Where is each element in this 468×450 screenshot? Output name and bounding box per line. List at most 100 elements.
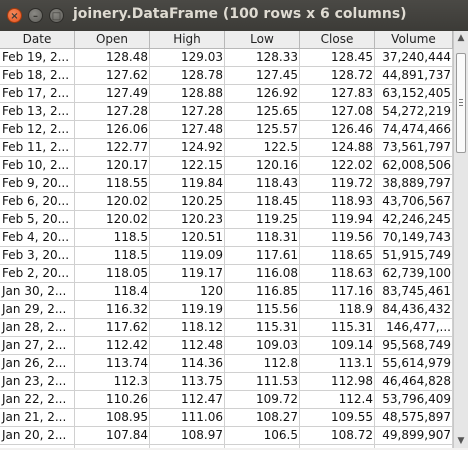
cell-open[interactable]: 127.62 bbox=[75, 67, 150, 84]
cell-high[interactable]: 128.78 bbox=[150, 67, 225, 84]
column-header-low[interactable]: Low bbox=[225, 31, 300, 48]
table-row[interactable]: Feb 17, 2... 127.49 128.88 126.92 127.83 63,1… bbox=[0, 85, 453, 103]
cell-volume[interactable]: 84,436,432 bbox=[375, 301, 453, 318]
cell-high[interactable]: 107.58 bbox=[150, 445, 225, 448]
column-header-close[interactable]: Close bbox=[300, 31, 375, 48]
table-row[interactable]: Feb 18, 2... 127.62 128.78 127.45 128.72 44,8… bbox=[0, 67, 453, 85]
cell-close[interactable]: 128.45 bbox=[300, 49, 375, 66]
cell-date[interactable]: Feb 19, 2... bbox=[0, 49, 75, 66]
cell-open[interactable]: 120.02 bbox=[75, 193, 150, 210]
cell-date[interactable]: Feb 4, 20... bbox=[0, 229, 75, 246]
cell-date[interactable]: Jan 26, 2... bbox=[0, 355, 75, 372]
cell-close[interactable]: 127.83 bbox=[300, 85, 375, 102]
cell-date[interactable]: Jan 16, 2... bbox=[0, 445, 75, 448]
cell-close[interactable]: 119.72 bbox=[300, 175, 375, 192]
cell-low[interactable]: 118.31 bbox=[225, 229, 300, 246]
table-row[interactable]: Feb 5, 20... 120.02 120.23 119.25 119.94 42,2… bbox=[0, 211, 453, 229]
data-table[interactable]: Date Open High Low Close Volume Feb 19, … bbox=[0, 31, 453, 448]
cell-volume[interactable]: 146,477,... bbox=[375, 319, 453, 336]
cell-volume[interactable]: 48,575,897 bbox=[375, 409, 453, 426]
cell-volume[interactable]: 43,706,567 bbox=[375, 193, 453, 210]
cell-date[interactable]: Jan 23, 2... bbox=[0, 373, 75, 390]
cell-date[interactable]: Feb 10, 2... bbox=[0, 157, 75, 174]
table-row[interactable]: Feb 13, 2... 127.28 127.28 125.65 127.08 54,2… bbox=[0, 103, 453, 121]
cell-open[interactable]: 117.62 bbox=[75, 319, 150, 336]
cell-volume[interactable]: 73,561,797 bbox=[375, 139, 453, 156]
cell-low[interactable]: 126.92 bbox=[225, 85, 300, 102]
cell-open[interactable]: 118.4 bbox=[75, 283, 150, 300]
cell-low[interactable]: 115.31 bbox=[225, 319, 300, 336]
cell-volume[interactable]: 63,152,405 bbox=[375, 85, 453, 102]
cell-high[interactable]: 120.23 bbox=[150, 211, 225, 228]
cell-date[interactable]: Jan 27, 2... bbox=[0, 337, 75, 354]
cell-low[interactable]: 106.5 bbox=[225, 427, 300, 444]
cell-high[interactable]: 112.48 bbox=[150, 337, 225, 354]
cell-date[interactable]: Jan 30, 2... bbox=[0, 283, 75, 300]
cell-close[interactable]: 118.63 bbox=[300, 265, 375, 282]
cell-volume[interactable]: 37,240,444 bbox=[375, 49, 453, 66]
cell-high[interactable]: 118.12 bbox=[150, 319, 225, 336]
cell-open[interactable]: 108.95 bbox=[75, 409, 150, 426]
table-row[interactable]: Feb 11, 2... 122.77 124.92 122.5 124.88 73,56… bbox=[0, 139, 453, 157]
cell-open[interactable]: 120.02 bbox=[75, 211, 150, 228]
cell-close[interactable]: 112.98 bbox=[300, 373, 375, 390]
table-row[interactable]: Jan 21, 2... 108.95 111.06 108.27 109.55 48,5… bbox=[0, 409, 453, 427]
cell-volume[interactable]: 46,464,828 bbox=[375, 373, 453, 390]
cell-low[interactable]: 125.57 bbox=[225, 121, 300, 138]
cell-date[interactable]: Feb 12, 2... bbox=[0, 121, 75, 138]
cell-high[interactable]: 113.75 bbox=[150, 373, 225, 390]
cell-close[interactable]: 118.9 bbox=[300, 301, 375, 318]
cell-open[interactable]: 128.48 bbox=[75, 49, 150, 66]
cell-high[interactable]: 124.92 bbox=[150, 139, 225, 156]
cell-close[interactable]: 108.72 bbox=[300, 427, 375, 444]
scrollbar-thumb[interactable] bbox=[456, 53, 466, 153]
cell-date[interactable]: Feb 2, 20... bbox=[0, 265, 75, 282]
table-row[interactable]: Feb 9, 20... 118.55 119.84 118.43 119.72 38,8… bbox=[0, 175, 453, 193]
cell-date[interactable]: Jan 20, 2... bbox=[0, 427, 75, 444]
minimize-icon[interactable]: – bbox=[28, 8, 43, 23]
cell-open[interactable]: 127.49 bbox=[75, 85, 150, 102]
cell-open[interactable]: 118.5 bbox=[75, 229, 150, 246]
cell-volume[interactable]: 74,474,466 bbox=[375, 121, 453, 138]
table-row[interactable]: Feb 10, 2... 120.17 122.15 120.16 122.02 62,0… bbox=[0, 157, 453, 175]
cell-volume[interactable]: 95,568,749 bbox=[375, 337, 453, 354]
cell-low[interactable]: 122.5 bbox=[225, 139, 300, 156]
cell-date[interactable]: Feb 18, 2... bbox=[0, 67, 75, 84]
cell-open[interactable]: 107.03 bbox=[75, 445, 150, 448]
cell-high[interactable]: 111.06 bbox=[150, 409, 225, 426]
table-row[interactable]: Feb 2, 20... 118.05 119.17 116.08 118.63 62,7… bbox=[0, 265, 453, 283]
cell-close[interactable]: 126.46 bbox=[300, 121, 375, 138]
cell-high[interactable]: 127.28 bbox=[150, 103, 225, 120]
column-header-date[interactable]: Date bbox=[0, 31, 75, 48]
title-bar[interactable]: × – □ joinery.DataFrame (100 rows x 6 co… bbox=[0, 0, 468, 31]
cell-volume[interactable]: 62,739,100 bbox=[375, 265, 453, 282]
cell-close[interactable]: 105.99 bbox=[300, 445, 375, 448]
table-row[interactable]: Feb 6, 20... 120.02 120.25 118.45 118.93 43,7… bbox=[0, 193, 453, 211]
cell-low[interactable]: 109.72 bbox=[225, 391, 300, 408]
cell-close[interactable]: 113.1 bbox=[300, 355, 375, 372]
cell-open[interactable]: 107.84 bbox=[75, 427, 150, 444]
cell-volume[interactable]: 70,149,743 bbox=[375, 229, 453, 246]
table-row[interactable]: Jan 26, 2... 113.74 114.36 112.8 113.1 55,614… bbox=[0, 355, 453, 373]
cell-high[interactable]: 119.84 bbox=[150, 175, 225, 192]
table-row[interactable]: Jan 16, 2...107.03107.58105.2105.9978,51… bbox=[0, 445, 453, 448]
cell-high[interactable]: 128.88 bbox=[150, 85, 225, 102]
cell-close[interactable]: 128.72 bbox=[300, 67, 375, 84]
cell-date[interactable]: Feb 6, 20... bbox=[0, 193, 75, 210]
cell-low[interactable]: 118.43 bbox=[225, 175, 300, 192]
cell-high[interactable]: 119.17 bbox=[150, 265, 225, 282]
cell-date[interactable]: Jan 28, 2... bbox=[0, 319, 75, 336]
cell-volume[interactable]: 42,246,245 bbox=[375, 211, 453, 228]
close-icon[interactable]: × bbox=[7, 8, 22, 23]
cell-date[interactable]: Feb 5, 20... bbox=[0, 211, 75, 228]
cell-high[interactable]: 120.51 bbox=[150, 229, 225, 246]
cell-close[interactable]: 122.02 bbox=[300, 157, 375, 174]
maximize-icon[interactable]: □ bbox=[49, 8, 64, 23]
cell-date[interactable]: Jan 21, 2... bbox=[0, 409, 75, 426]
cell-close[interactable]: 119.94 bbox=[300, 211, 375, 228]
cell-close[interactable]: 115.31 bbox=[300, 319, 375, 336]
cell-low[interactable]: 111.53 bbox=[225, 373, 300, 390]
cell-open[interactable]: 126.06 bbox=[75, 121, 150, 138]
cell-high[interactable]: 119.09 bbox=[150, 247, 225, 264]
cell-high[interactable]: 114.36 bbox=[150, 355, 225, 372]
